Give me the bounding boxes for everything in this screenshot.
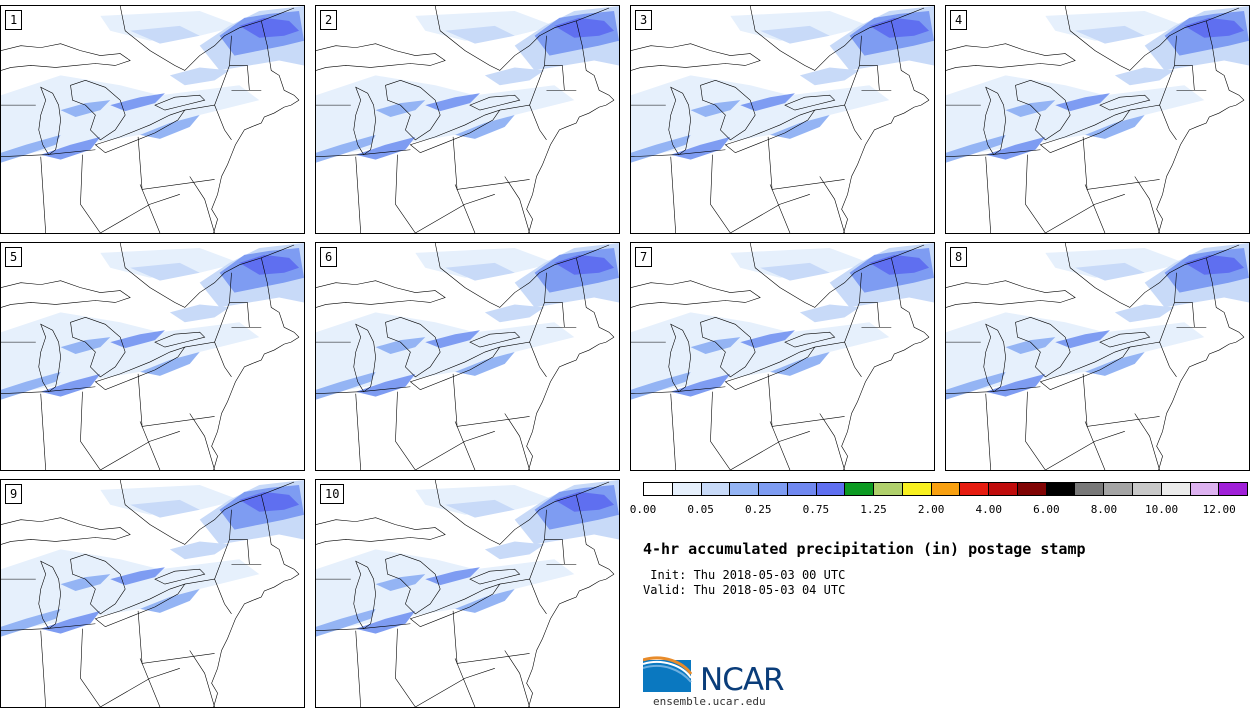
- map-icon: [316, 480, 619, 707]
- map-icon: [1, 480, 304, 707]
- stamp-panel-2: 2: [315, 5, 620, 234]
- colorbar-swatch: [1190, 483, 1220, 495]
- stamp-panel-4: 4: [945, 5, 1250, 234]
- stamp-label: 8: [950, 247, 968, 267]
- colorbar-swatch: [701, 483, 731, 495]
- colorbar-swatch: [989, 483, 1018, 495]
- stamp-label: 5: [5, 247, 23, 267]
- colorbar-swatch: [874, 483, 903, 495]
- stamp-panel-9: 9: [0, 479, 305, 708]
- stamp-panel-8: 8: [945, 242, 1250, 471]
- colorbar-tick-label: 10.00: [1145, 503, 1179, 516]
- colorbar-swatch: [730, 483, 760, 495]
- colorbar-swatch: [759, 483, 788, 495]
- colorbar-swatch: [816, 483, 846, 495]
- colorbar-swatch: [1046, 483, 1076, 495]
- stamp-panel-1: 1: [0, 5, 305, 234]
- colorbar-swatch: [1104, 483, 1134, 495]
- colorbar-swatch: [902, 483, 932, 495]
- stamp-label: 3: [635, 10, 653, 30]
- colorbar-swatch: [1075, 483, 1105, 495]
- map-icon: [631, 6, 934, 233]
- colorbar-tick-label: 0.05: [687, 503, 714, 516]
- map-icon: [316, 6, 619, 233]
- map-icon: [631, 243, 934, 470]
- colorbar-swatch: [931, 483, 961, 495]
- map-icon: [316, 243, 619, 470]
- colorbar-swatch: [1219, 483, 1248, 495]
- stamp-panel-10: 10: [315, 479, 620, 708]
- colorbar-swatch: [1161, 483, 1191, 495]
- stamp-panel-7: 7: [630, 242, 935, 471]
- colorbar-tick-label: 0.25: [744, 503, 772, 516]
- valid-time: Valid: Thu 2018-05-03 04 UTC: [643, 583, 846, 597]
- colorbar-swatch: [644, 483, 673, 495]
- stamp-panel-5: 5: [0, 242, 305, 471]
- colorbar-swatch: [787, 483, 817, 495]
- init-time: Init: Thu 2018-05-03 00 UTC: [643, 568, 846, 582]
- stamp-label: 9: [5, 484, 23, 504]
- stamp-panel-6: 6: [315, 242, 620, 471]
- chart-title: 4-hr accumulated precipitation (in) post…: [643, 540, 1086, 558]
- stamp-label: 1: [5, 10, 23, 30]
- colorbar-swatch: [1017, 483, 1047, 495]
- colorbar-swatch: [845, 483, 875, 495]
- colorbar-swatch: [1133, 483, 1162, 495]
- stamp-panel-3: 3: [630, 5, 935, 234]
- ncar-logo-icon: [643, 656, 693, 692]
- stamp-label: 2: [320, 10, 338, 30]
- map-icon: [1, 6, 304, 233]
- colorbar-tick-label: 1.25: [860, 503, 887, 516]
- stamp-label: 7: [635, 247, 653, 267]
- colorbar: [643, 482, 1248, 496]
- ncar-wordmark: NCAR: [700, 662, 785, 698]
- colorbar-tick-label: 0.75: [802, 503, 830, 516]
- stamp-label: 6: [320, 247, 338, 267]
- stamp-label: 4: [950, 10, 968, 30]
- colorbar-swatch: [960, 483, 990, 495]
- map-icon: [946, 6, 1249, 233]
- colorbar-tick-label: 2.00: [917, 503, 945, 516]
- colorbar-tick-label: 4.00: [975, 503, 1002, 516]
- map-icon: [1, 243, 304, 470]
- colorbar-tick-label: 12.00: [1202, 503, 1236, 516]
- colorbar-tick-label: 6.00: [1033, 503, 1060, 516]
- stamp-label: 10: [320, 484, 345, 504]
- colorbar-swatch: [672, 483, 702, 495]
- colorbar-tick-label: 8.00: [1090, 503, 1118, 516]
- colorbar-tick-label: 0.00: [629, 503, 657, 516]
- map-icon: [946, 243, 1249, 470]
- site-url: ensemble.ucar.edu: [653, 695, 766, 708]
